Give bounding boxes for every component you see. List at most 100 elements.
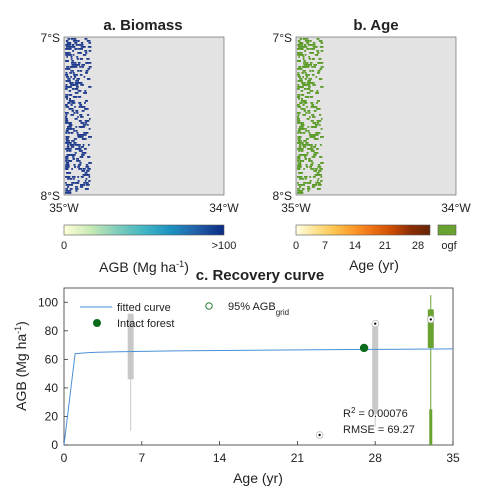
map-pixel bbox=[73, 178, 75, 180]
map-pixel bbox=[71, 182, 75, 184]
map-pixel bbox=[74, 42, 78, 44]
map-pixel bbox=[297, 72, 300, 74]
map-pixel bbox=[86, 170, 90, 172]
map-pixel bbox=[300, 122, 304, 124]
panel-b-title: b. Age bbox=[353, 17, 398, 34]
map-pixel bbox=[316, 50, 320, 52]
map-pixel bbox=[75, 144, 79, 146]
map-pixel bbox=[305, 112, 308, 114]
map-pixel bbox=[304, 158, 307, 160]
map-pixel bbox=[68, 128, 71, 130]
map-pixel bbox=[85, 164, 89, 166]
map-pixel bbox=[65, 112, 69, 114]
map-pixel bbox=[66, 164, 70, 166]
map-pixel bbox=[78, 102, 81, 104]
map-pixel bbox=[70, 154, 74, 156]
map-pixel bbox=[309, 148, 314, 150]
map-pixel bbox=[66, 140, 70, 142]
map-pixel bbox=[317, 188, 321, 190]
map-pixel bbox=[78, 146, 81, 148]
map-pixel bbox=[298, 52, 301, 54]
map-pixel bbox=[68, 124, 72, 126]
map-pixel bbox=[80, 176, 84, 178]
map-pixel bbox=[76, 56, 79, 58]
map-pixel bbox=[315, 76, 318, 78]
map-pixel bbox=[303, 46, 306, 48]
map-pixel bbox=[310, 120, 314, 122]
map-pixel bbox=[320, 136, 324, 138]
map-pixel bbox=[316, 38, 320, 40]
map-pixel bbox=[75, 130, 78, 132]
map-pixel bbox=[65, 162, 69, 164]
map-pixel bbox=[297, 114, 300, 116]
map-pixel bbox=[75, 186, 78, 188]
map-pixel bbox=[81, 106, 86, 108]
map-pixel bbox=[65, 46, 69, 48]
map-pixel bbox=[81, 154, 85, 156]
map-pixel bbox=[319, 62, 324, 64]
map-pixel bbox=[304, 46, 308, 48]
map-pixel bbox=[65, 68, 68, 70]
map-pixel bbox=[67, 52, 71, 54]
map-pixel bbox=[298, 86, 301, 88]
map-pixel bbox=[70, 38, 74, 40]
map-pixel bbox=[65, 122, 67, 124]
map-pixel bbox=[306, 66, 310, 68]
map-pixel bbox=[83, 92, 87, 94]
map-pixel bbox=[71, 102, 74, 104]
map-pixel bbox=[67, 186, 70, 188]
map-pixel bbox=[298, 146, 302, 148]
map-pixel bbox=[306, 152, 309, 154]
map-pixel bbox=[308, 64, 313, 66]
map-pixel bbox=[304, 100, 307, 102]
map-pixel bbox=[70, 104, 73, 106]
map-pixel bbox=[88, 42, 92, 44]
map-pixel bbox=[307, 144, 311, 146]
map-pixel bbox=[311, 58, 315, 60]
map-pixel bbox=[306, 106, 308, 108]
map-pixel bbox=[87, 124, 89, 126]
map-pixel bbox=[66, 98, 69, 100]
map-pixel bbox=[70, 82, 74, 84]
map-pixel bbox=[77, 176, 80, 178]
map-pixel bbox=[308, 158, 311, 160]
map-pixel bbox=[317, 132, 321, 134]
map-pixel bbox=[66, 172, 70, 174]
map-pixel bbox=[315, 92, 319, 94]
map-pixel bbox=[66, 142, 70, 144]
map-pixel bbox=[70, 114, 74, 116]
map-pixel bbox=[87, 62, 92, 64]
map-pixel bbox=[314, 124, 319, 126]
map-pixel bbox=[86, 174, 91, 176]
map-pixel bbox=[77, 136, 82, 138]
map-pixel bbox=[313, 66, 316, 68]
map-pixel bbox=[301, 72, 304, 74]
map-pixel bbox=[312, 122, 317, 124]
map-pixel bbox=[71, 60, 74, 62]
map-pixel bbox=[77, 148, 82, 150]
map-pixel bbox=[65, 48, 68, 50]
map-pixel bbox=[301, 144, 305, 146]
map-pixel bbox=[304, 78, 307, 80]
map-pixel bbox=[84, 102, 86, 104]
map-pixel bbox=[66, 150, 69, 152]
map-pixel bbox=[303, 88, 306, 90]
map-pixel bbox=[65, 106, 70, 108]
map-pixel bbox=[314, 144, 317, 146]
map-pixel bbox=[69, 178, 73, 180]
map-pixel bbox=[65, 114, 68, 116]
map-pixel bbox=[73, 138, 77, 140]
map-pixel bbox=[307, 130, 310, 132]
map-pixel bbox=[65, 96, 68, 98]
map-pixel bbox=[298, 68, 302, 70]
map-pixel bbox=[297, 156, 300, 158]
map-pixel bbox=[72, 54, 75, 56]
map-pixel bbox=[67, 44, 71, 46]
map-pixel bbox=[298, 168, 301, 170]
map-pixel bbox=[320, 66, 324, 68]
median-marker-dot bbox=[374, 322, 377, 325]
map-pixel bbox=[306, 42, 310, 44]
map-pixel bbox=[306, 64, 310, 66]
map-pixel bbox=[308, 78, 312, 80]
map-pixel bbox=[307, 84, 311, 86]
